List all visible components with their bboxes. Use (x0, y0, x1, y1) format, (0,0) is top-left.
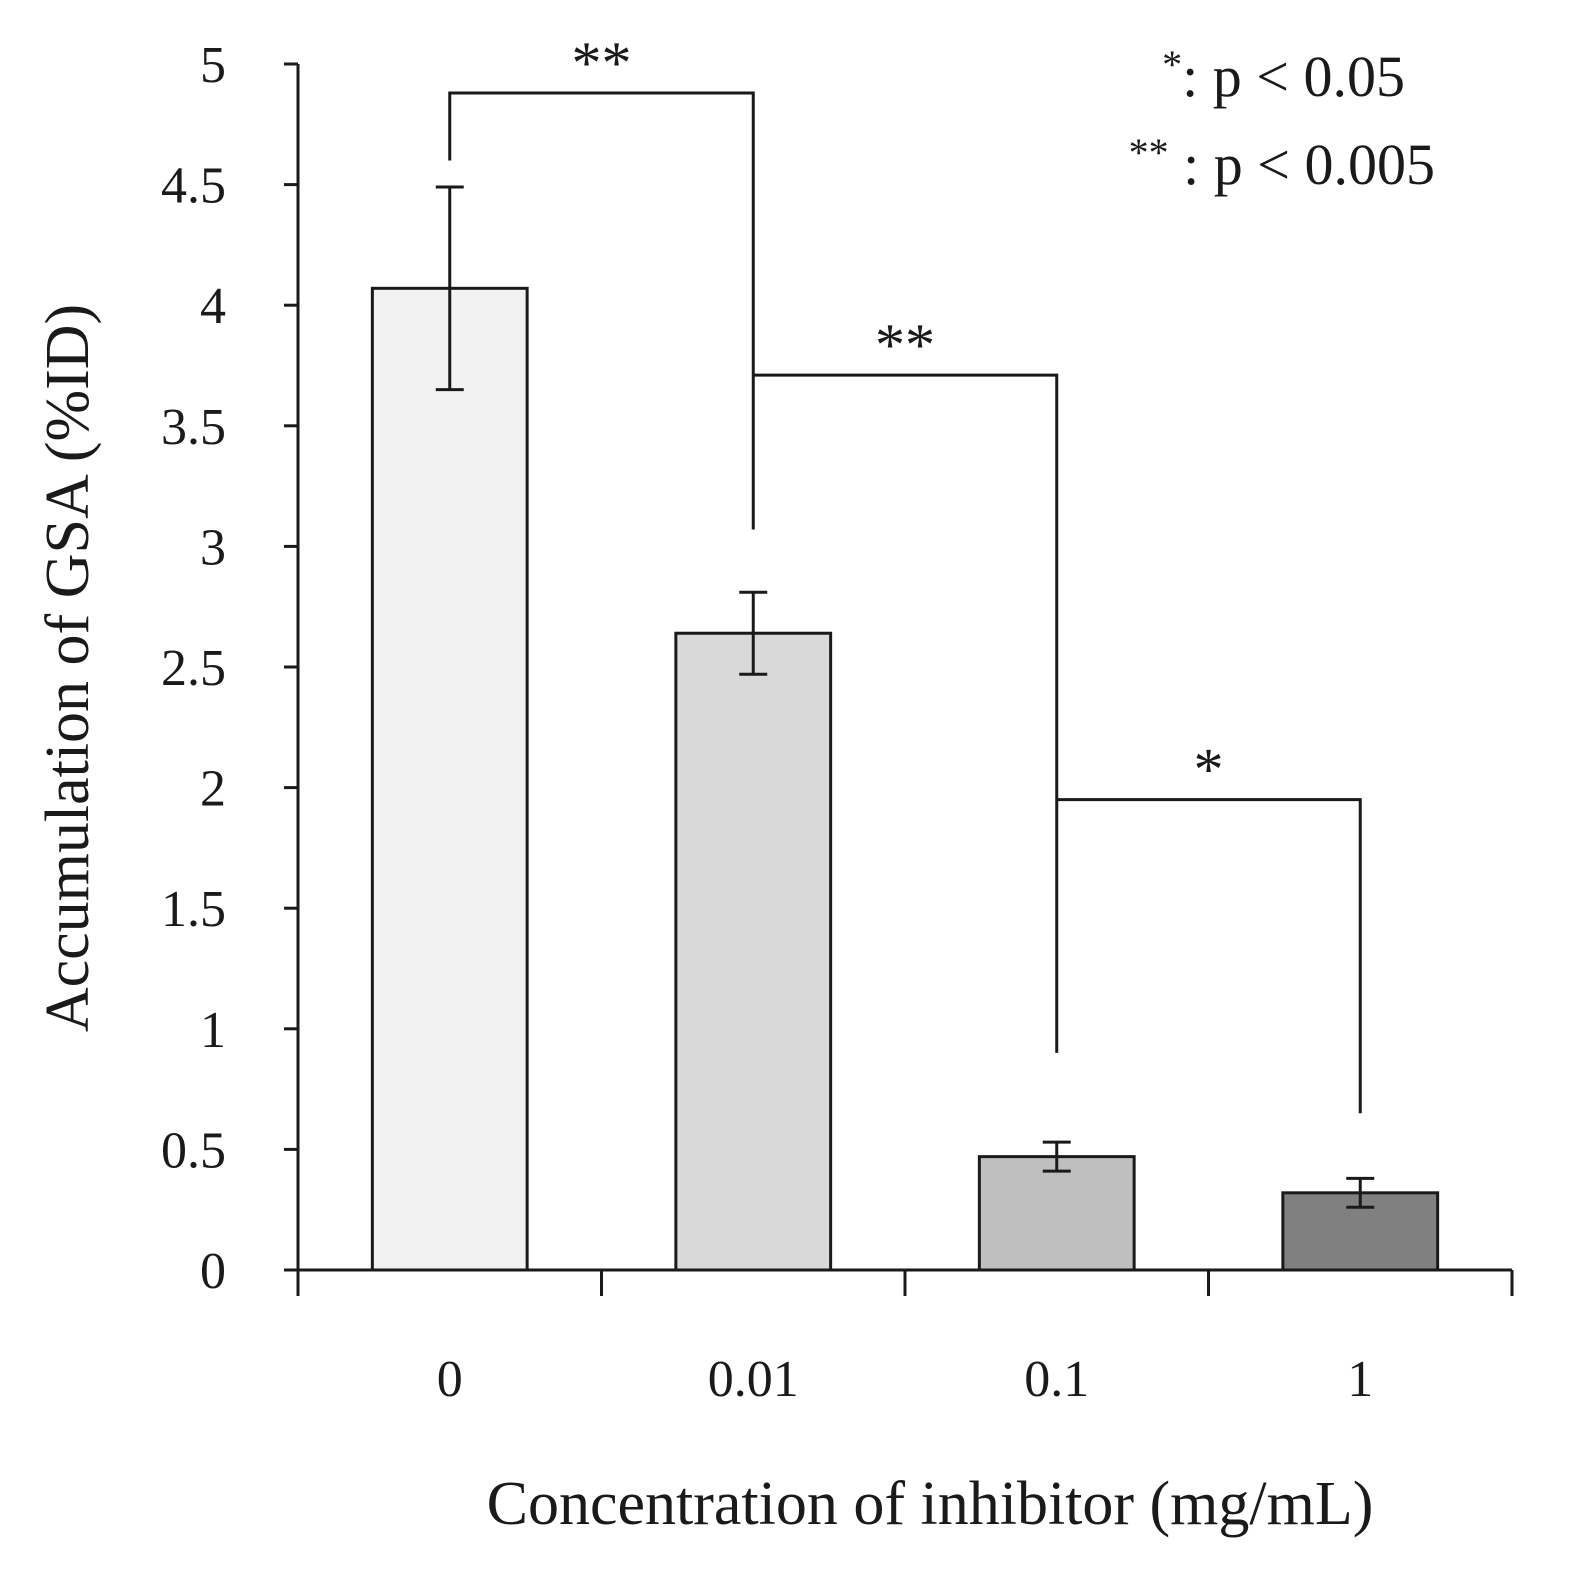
x-tick-label-0: 0 (437, 1351, 463, 1408)
legend-text-2: : p < 0.005 (1169, 132, 1435, 197)
y-tick-label-0.5: 0.5 (161, 1122, 226, 1179)
axes-layer: 0 0.5 1 1.5 2 2.5 3 3.5 4 4.5 5 0 0.01 0.1 1 (161, 37, 1514, 1408)
y-tick-label-1.5: 1.5 (161, 881, 226, 938)
legend-line-2: ** : p < 0.005 (1129, 130, 1435, 197)
y-tick-label-2: 2 (200, 761, 226, 818)
y-tick-label-2.5: 2.5 (161, 640, 226, 697)
significance-layer: ***** (448, 30, 1362, 1114)
bar-0.01 (674, 631, 833, 1272)
bars-layer (370, 286, 1440, 1272)
bar-0 (370, 286, 529, 1272)
legend-stars-2: ** (1129, 130, 1169, 175)
legend-text-1: : p < 0.05 (1182, 44, 1405, 109)
y-tick-label-3.5: 3.5 (161, 399, 226, 456)
significance-label-2: ** (875, 312, 935, 378)
x-tick-label-0.1: 0.1 (1024, 1351, 1089, 1408)
y-axis-title: Accumulation of GSA (%ID) (34, 304, 102, 1032)
significance-label-1: ** (572, 30, 632, 96)
x-tick-label-0.01: 0.01 (708, 1351, 799, 1408)
y-tick-label-3: 3 (200, 519, 226, 576)
legend-stars-1: * (1162, 42, 1182, 87)
y-tick-label-4: 4 (200, 278, 226, 335)
significance-label-3: * (1194, 737, 1224, 803)
y-tick-label-5: 5 (200, 37, 226, 94)
significance-bracket-1 (448, 91, 755, 530)
legend: *: p < 0.05 ** : p < 0.005 (1129, 42, 1435, 197)
bar-0.1 (977, 1155, 1136, 1272)
x-axis-title: Concentration of inhibitor (mg/mL) (487, 1470, 1374, 1538)
significance-bracket-2 (753, 373, 1059, 1053)
error-bars-layer (435, 185, 1375, 1209)
y-tick-label-0: 0 (200, 1243, 226, 1300)
legend-line-1: *: p < 0.05 (1162, 42, 1405, 109)
significance-bracket-3 (1056, 798, 1362, 1114)
y-tick-label-1: 1 (200, 1002, 226, 1059)
y-tick-label-4.5: 4.5 (161, 158, 226, 215)
x-tick-label-1: 1 (1347, 1351, 1373, 1408)
